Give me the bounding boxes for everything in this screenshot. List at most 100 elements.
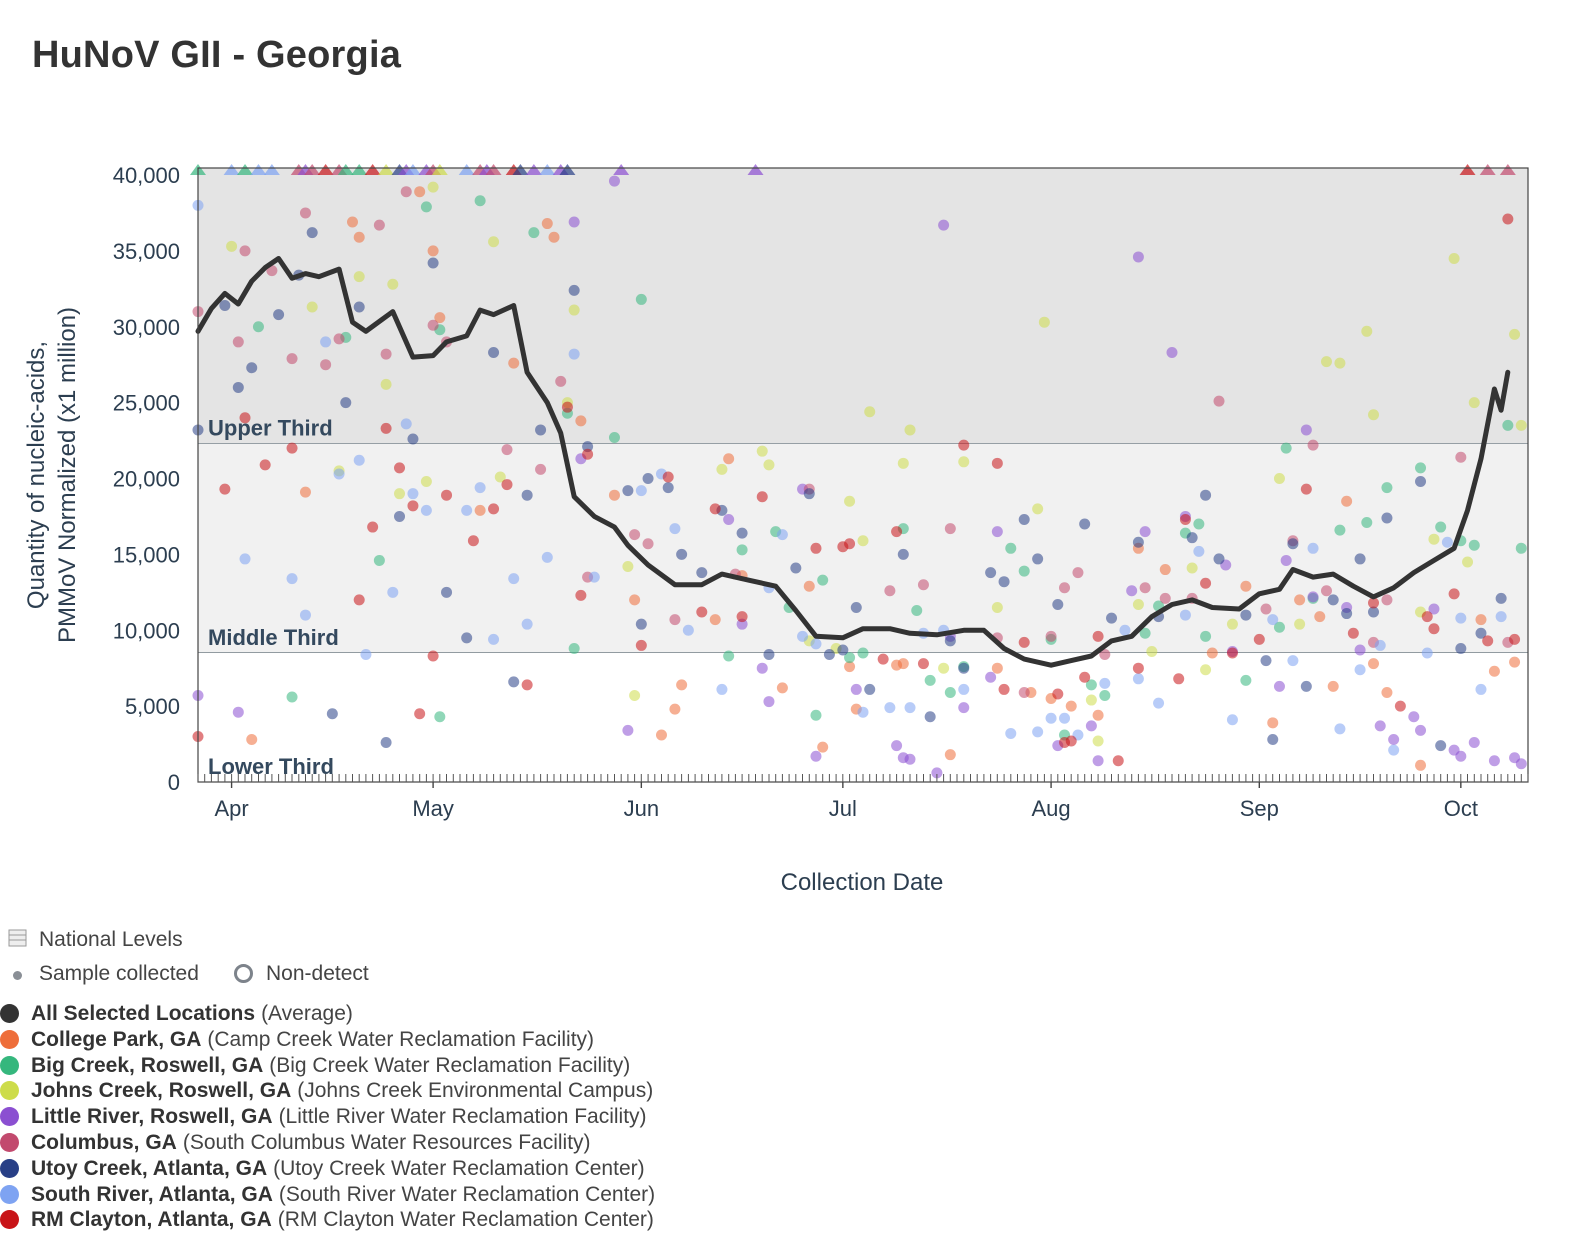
data-point	[1448, 252, 1460, 264]
data-point	[635, 485, 647, 497]
data-point	[1038, 316, 1050, 328]
data-point	[1132, 673, 1144, 685]
data-point	[944, 635, 956, 647]
data-point	[488, 633, 500, 645]
data-point	[219, 300, 231, 312]
data-point	[367, 521, 379, 533]
data-point	[608, 432, 620, 444]
data-point	[239, 412, 251, 424]
data-point	[1005, 542, 1017, 554]
legend-location-text: RM Clayton, Atlanta, GA (RM Clayton Water…	[31, 1208, 654, 1232]
data-point	[877, 653, 889, 665]
data-point	[373, 219, 385, 231]
data-point	[488, 347, 500, 359]
data-point	[1327, 680, 1339, 692]
data-point	[1132, 536, 1144, 548]
data-point	[568, 284, 580, 296]
data-point	[1260, 603, 1272, 615]
data-point	[823, 649, 835, 661]
data-point	[709, 503, 721, 515]
y-axis-title-line-2: PMMoV Normalized (x1 million)	[54, 307, 81, 643]
data-point	[911, 605, 923, 617]
data-point	[441, 586, 453, 598]
data-point	[1341, 608, 1353, 620]
data-point	[232, 706, 244, 718]
legend-swatch	[0, 1004, 19, 1023]
legend-location-name: All Selected Locations	[31, 1002, 256, 1025]
data-point	[844, 538, 856, 550]
data-point	[1488, 665, 1500, 677]
above-range-marker	[1479, 164, 1496, 175]
data-point	[1240, 580, 1252, 592]
data-point	[958, 683, 970, 695]
y-tick-label: 15,000	[113, 542, 180, 567]
data-point	[629, 594, 641, 606]
data-point	[810, 709, 822, 721]
striped-box-icon	[8, 929, 27, 947]
data-point	[924, 674, 936, 686]
data-point	[1368, 658, 1380, 670]
data-point	[360, 649, 372, 661]
above-range-marker	[364, 164, 381, 175]
data-point	[420, 476, 432, 488]
data-point	[1421, 611, 1433, 623]
x-tick-label: Aug	[1032, 796, 1071, 821]
data-point	[736, 618, 748, 630]
data-point	[1441, 536, 1453, 548]
data-point	[1139, 582, 1151, 594]
data-point	[1240, 674, 1252, 686]
data-point	[1065, 735, 1077, 747]
data-point	[1186, 532, 1198, 544]
x-minor-ticks	[197, 774, 1529, 782]
y-tick-label: 25,000	[113, 391, 180, 416]
data-point	[306, 301, 318, 313]
data-point	[380, 737, 392, 749]
chart-title: HuNoV GII - Georgia	[32, 34, 402, 76]
legend-location-name: Johns Creek, Roswell, GA	[31, 1079, 292, 1103]
data-point	[299, 207, 311, 219]
data-point	[1307, 591, 1319, 603]
data-point	[763, 649, 775, 661]
above-range-marker	[263, 164, 280, 175]
data-point	[273, 309, 285, 321]
x-tick-label: Jun	[624, 796, 659, 821]
data-point	[938, 662, 950, 674]
band-label-2: Lower Third	[208, 754, 334, 779]
data-point	[1106, 612, 1118, 624]
legend-location-text: Utoy Creek, Atlanta, GA (Utoy Creek Water…	[31, 1157, 645, 1181]
data-point	[1388, 734, 1400, 746]
data-point	[394, 462, 406, 474]
data-point	[1005, 727, 1017, 739]
data-point	[850, 683, 862, 695]
legend-location-detail: (South River Water Reclamation Center)	[278, 1182, 656, 1206]
data-point	[1354, 553, 1366, 565]
data-point	[555, 375, 567, 387]
data-point	[1260, 655, 1272, 667]
legend-national-levels-label: National Levels	[39, 928, 183, 951]
data-point	[1267, 614, 1279, 626]
data-point	[1475, 683, 1487, 695]
data-point	[1462, 556, 1474, 568]
data-point	[494, 471, 506, 483]
data-point	[958, 439, 970, 451]
data-point	[1300, 424, 1312, 436]
data-point	[1032, 726, 1044, 738]
data-point	[548, 231, 560, 243]
data-point	[387, 586, 399, 598]
data-point	[400, 186, 412, 198]
data-point	[1092, 755, 1104, 767]
data-point	[1502, 213, 1514, 225]
data-point	[508, 573, 520, 585]
data-point	[488, 503, 500, 515]
data-point	[299, 609, 311, 621]
data-point	[669, 523, 681, 535]
data-point	[1509, 656, 1521, 668]
data-point	[582, 448, 594, 460]
data-point	[1327, 594, 1339, 606]
data-point	[232, 381, 244, 393]
data-point	[669, 703, 681, 715]
data-point	[568, 348, 580, 360]
data-point	[441, 489, 453, 501]
data-point	[1153, 697, 1165, 709]
data-point	[474, 195, 486, 207]
